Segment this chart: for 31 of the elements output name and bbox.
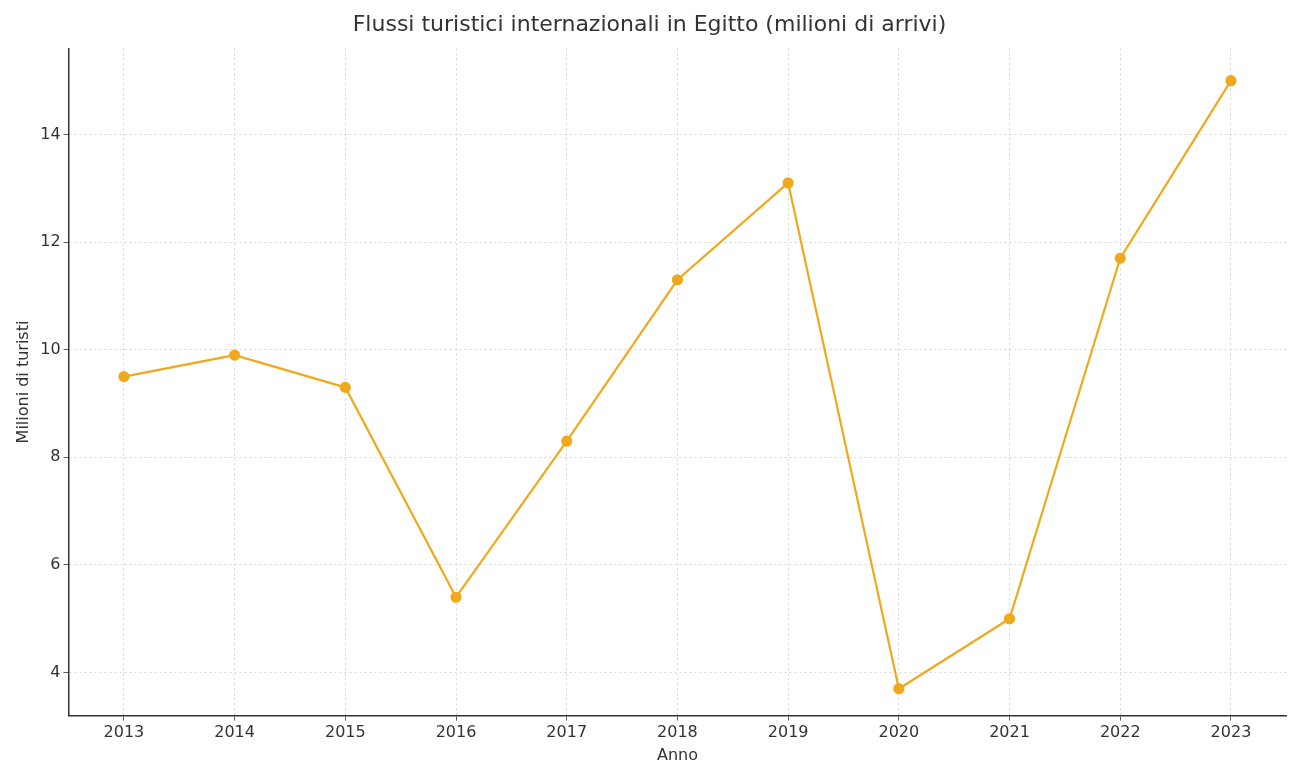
chart-title: Flussi turistici internazionali in Egitto (milioni di arrivi) [352, 10, 947, 36]
point [1114, 252, 1126, 264]
x-tick-label: 2018 [657, 722, 698, 742]
x-tick-label: 2019 [767, 722, 809, 742]
point [1225, 75, 1237, 87]
x-tick-label: 2017 [546, 722, 588, 742]
x-tick-label: 2021 [989, 722, 1030, 742]
x-tick-label: 2016 [435, 722, 477, 742]
point [229, 349, 241, 361]
x-tick-label: 2013 [103, 722, 145, 742]
point [782, 177, 794, 189]
y-tick-label: 14 [40, 123, 61, 143]
point [1003, 613, 1016, 625]
x-axis-title: Anno [656, 744, 698, 764]
point [118, 371, 130, 383]
x-tick-label: 2023 [1210, 722, 1252, 742]
y-tick-label: 4 [50, 661, 61, 681]
y-tick-label: 8 [50, 446, 61, 466]
y-tick-label: 12 [40, 231, 61, 251]
x-tick-label: 2020 [878, 722, 920, 742]
y-tick-label: 10 [40, 338, 61, 358]
x-tick-label: 2015 [324, 722, 366, 742]
point [450, 591, 462, 603]
y-axis-title: Milioni di turisti [12, 320, 32, 444]
x-tick-label: 2014 [214, 722, 255, 742]
point [671, 274, 684, 286]
point [893, 683, 905, 695]
y-tick-label: 6 [50, 554, 61, 574]
point [561, 435, 573, 447]
x-tick-label: 2022 [1099, 722, 1141, 742]
point [339, 381, 351, 393]
